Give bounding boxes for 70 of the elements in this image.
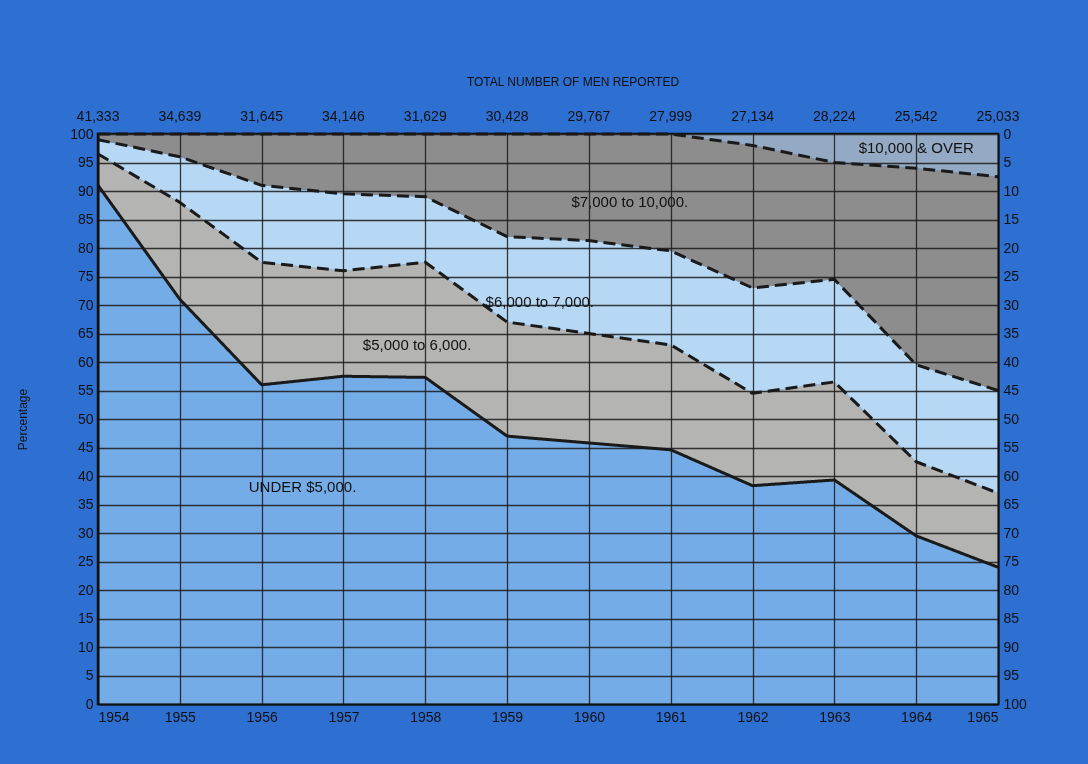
y-tick-label: 70 [77, 296, 94, 313]
series-label: $5,000 to 6,000. [362, 335, 472, 353]
y-tick-label: 55 [77, 382, 94, 398]
y-tick-label: 60 [77, 353, 94, 370]
y2-tick-label: 25 [1003, 268, 1020, 284]
x-tick-label: 1963 [819, 708, 851, 725]
text: 34,639 [158, 108, 202, 124]
y-tick-label: 35 [77, 496, 94, 512]
y2-tick-label: 60 [1003, 467, 1020, 484]
text: 41,333 [76, 108, 120, 124]
text: 31,645 [240, 108, 284, 124]
y2-tick-label: 30 [1003, 296, 1020, 313]
y-tick-label: 10 [77, 638, 94, 655]
y-tick-label: 100 [70, 125, 94, 142]
y-tick-label: 65 [77, 325, 94, 341]
y-tick-label: 95 [77, 154, 94, 170]
y-tick-label: 5 [85, 667, 94, 683]
y2-tick-label: 40 [1003, 353, 1020, 370]
y2-tick-label: 20 [1003, 239, 1020, 256]
y2-tick-label: 15 [1003, 211, 1020, 227]
y2-tick-label: 45 [1003, 382, 1020, 398]
y2-tick-label: 50 [1003, 410, 1020, 427]
y-tick-label: 0 [85, 695, 94, 712]
text: 28,224 [812, 108, 856, 124]
y-tick-label: 75 [77, 268, 94, 284]
x-tick-label: 1962 [737, 708, 769, 725]
y2-tick-label: 90 [1003, 638, 1020, 655]
text: 27,134 [731, 108, 775, 124]
text: 25,033 [976, 108, 1020, 124]
x-tick-label: 1959 [492, 708, 524, 725]
y2-tick-label: 70 [1003, 524, 1020, 541]
text: 27,999 [649, 108, 693, 124]
text: 30,428 [485, 108, 529, 124]
y2-tick-label: 35 [1003, 325, 1020, 341]
y-tick-label: 45 [77, 439, 94, 455]
x-tick-label: 1955 [164, 708, 197, 725]
y-tick-label: 85 [77, 211, 94, 227]
y2-tick-label: 10 [1003, 182, 1020, 199]
x-tick-label: 1961 [655, 708, 688, 725]
text: 25,542 [894, 108, 938, 124]
y2-tick-label: 80 [1003, 581, 1020, 598]
y-tick-label: 15 [77, 610, 94, 626]
y-tick-label: 80 [77, 239, 94, 256]
x-tick-label: 1954 [98, 708, 130, 725]
x-tick-label: 1957 [328, 708, 360, 725]
y2-tick-label: 5 [1003, 154, 1012, 170]
y-tick-label: 25 [77, 553, 94, 569]
y2-tick-label: 65 [1003, 496, 1020, 512]
y-tick-label: 30 [77, 524, 94, 541]
y2-tick-label: 55 [1003, 439, 1020, 455]
x-tick-label: 1956 [246, 708, 278, 725]
y2-tick-label: 75 [1003, 553, 1020, 569]
series-label: $10,000 & OVER [858, 139, 974, 157]
x-tick-label: 1960 [573, 708, 606, 725]
x-tick-label: 1958 [410, 708, 442, 725]
y2-tick-label: 85 [1003, 610, 1020, 626]
text: 29,767 [567, 108, 611, 124]
y2-tick-label: 0 [1003, 125, 1012, 142]
x-tick-label: 1965 [967, 708, 999, 725]
text: TOTAL NUMBER OF MEN REPORTED [466, 75, 680, 89]
y-tick-label: 90 [77, 182, 94, 199]
y2-tick-label: 95 [1003, 667, 1020, 683]
y-axis-title: Percentage [16, 388, 31, 451]
text: 34,146 [322, 108, 366, 124]
y-tick-label: 40 [77, 467, 94, 484]
text: 31,629 [403, 108, 447, 124]
x-tick-label: 1964 [901, 708, 933, 725]
y-tick-label: 20 [77, 581, 94, 598]
y2-tick-label: 100 [1003, 695, 1028, 712]
y-tick-label: 50 [77, 410, 94, 427]
